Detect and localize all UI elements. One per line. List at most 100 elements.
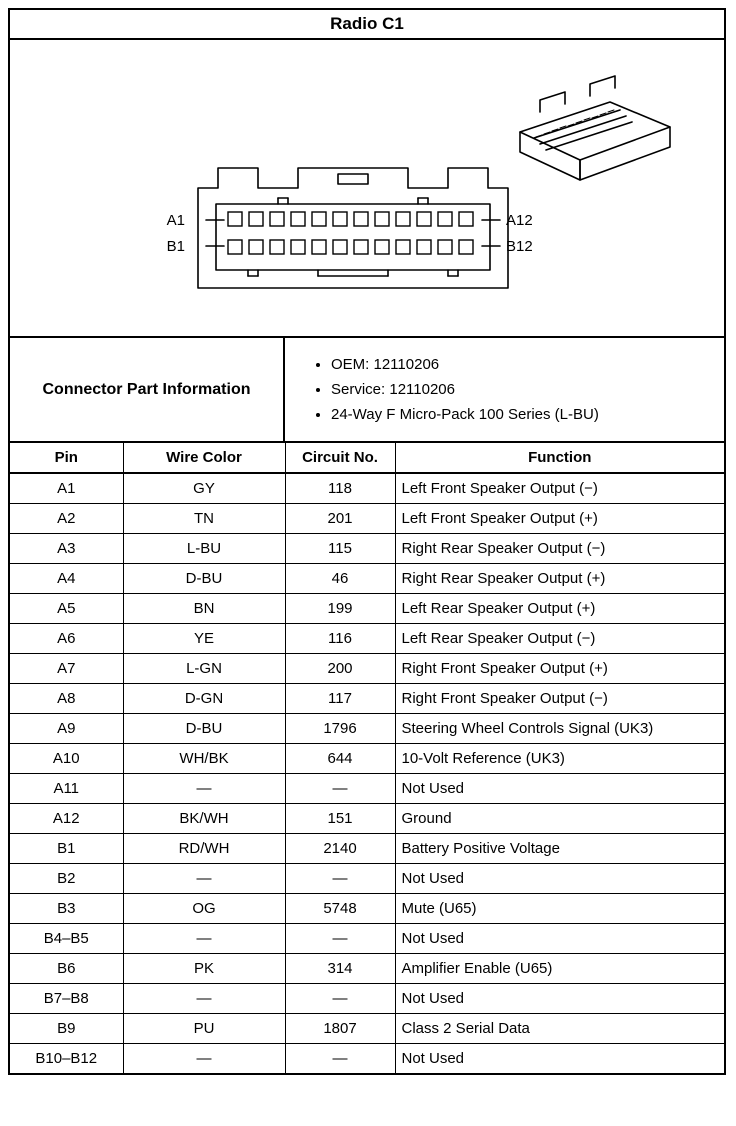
table-cell: — [123,1043,285,1073]
table-cell: A9 [10,713,123,743]
table-cell: Left Rear Speaker Output (+) [395,593,724,623]
table-cell: 199 [285,593,395,623]
table-row: B10–B12——Not Used [10,1043,724,1073]
title: Radio C1 [10,10,724,40]
table-row: A1GY118Left Front Speaker Output (−) [10,473,724,503]
table-row: B1RD/WH2140Battery Positive Voltage [10,833,724,863]
table-cell: PK [123,953,285,983]
table-cell: Not Used [395,983,724,1013]
table-cell: PU [123,1013,285,1043]
table-cell: D-GN [123,683,285,713]
table-cell: A11 [10,773,123,803]
table-row: B6PK314Amplifier Enable (U65) [10,953,724,983]
table-cell: A1 [10,473,123,503]
table-cell: — [123,983,285,1013]
table-cell: 118 [285,473,395,503]
table-cell: WH/BK [123,743,285,773]
connector-info-item: Service: 12110206 [331,377,714,402]
table-cell: — [285,773,395,803]
table-cell: A7 [10,653,123,683]
table-cell: 46 [285,563,395,593]
header-circuit: Circuit No. [285,443,395,473]
table-cell: Battery Positive Voltage [395,833,724,863]
connector-info-label: Connector Part Information [10,338,285,441]
table-cell: Left Front Speaker Output (+) [395,503,724,533]
table-cell: D-BU [123,713,285,743]
table-cell: TN [123,503,285,533]
table-cell: Mute (U65) [395,893,724,923]
label-a12: A12 [506,212,533,229]
table-cell: A8 [10,683,123,713]
table-cell: A10 [10,743,123,773]
table-cell: A4 [10,563,123,593]
table-cell: L-BU [123,533,285,563]
table-cell: Not Used [395,863,724,893]
table-cell: — [123,773,285,803]
table-cell: BN [123,593,285,623]
table-cell: 151 [285,803,395,833]
table-cell: — [285,923,395,953]
connector-info-item: 24-Way F Micro-Pack 100 Series (L-BU) [331,402,714,427]
table-cell: — [285,983,395,1013]
table-cell: B9 [10,1013,123,1043]
table-cell: A3 [10,533,123,563]
table-cell: Amplifier Enable (U65) [395,953,724,983]
table-cell: Class 2 Serial Data [395,1013,724,1043]
connector-info-row: Connector Part Information OEM: 12110206… [10,338,724,443]
table-row: B4–B5——Not Used [10,923,724,953]
table-cell: Not Used [395,773,724,803]
table-cell: Right Front Speaker Output (+) [395,653,724,683]
table-cell: Left Front Speaker Output (−) [395,473,724,503]
table-cell: 2140 [285,833,395,863]
table-row: B7–B8——Not Used [10,983,724,1013]
table-row: A7L-GN200Right Front Speaker Output (+) [10,653,724,683]
table-cell: D-BU [123,563,285,593]
table-cell: B3 [10,893,123,923]
table-cell: 200 [285,653,395,683]
connector-info-content: OEM: 12110206 Service: 12110206 24-Way F… [285,338,724,441]
table-cell: L-GN [123,653,285,683]
label-b12: B12 [506,238,533,255]
table-cell: — [285,1043,395,1073]
label-b1: B1 [167,238,185,255]
table-row: B2——Not Used [10,863,724,893]
table-cell: BK/WH [123,803,285,833]
table-cell: Right Rear Speaker Output (+) [395,563,724,593]
table-cell: Right Rear Speaker Output (−) [395,533,724,563]
table-cell: — [123,863,285,893]
table-row: A8D-GN117Right Front Speaker Output (−) [10,683,724,713]
header-pin: Pin [10,443,123,473]
table-cell: Left Rear Speaker Output (−) [395,623,724,653]
connector-info-item: OEM: 12110206 [331,352,714,377]
table-header-row: Pin Wire Color Circuit No. Function [10,443,724,473]
table-cell: 115 [285,533,395,563]
table-cell: B1 [10,833,123,863]
table-cell: B2 [10,863,123,893]
table-cell: — [285,863,395,893]
table-cell: B4–B5 [10,923,123,953]
table-row: B3OG5748Mute (U65) [10,893,724,923]
table-cell: Steering Wheel Controls Signal (UK3) [395,713,724,743]
table-cell: OG [123,893,285,923]
table-cell: Ground [395,803,724,833]
document-frame: Radio C1 [8,8,726,1075]
connector-diagram: A1 B1 A12 B12 [10,40,724,338]
table-cell: B7–B8 [10,983,123,1013]
table-cell: — [123,923,285,953]
table-row: A10WH/BK64410-Volt Reference (UK3) [10,743,724,773]
table-cell: 116 [285,623,395,653]
header-function: Function [395,443,724,473]
table-row: A3L-BU115Right Rear Speaker Output (−) [10,533,724,563]
table-cell: Not Used [395,1043,724,1073]
table-cell: A6 [10,623,123,653]
header-wire: Wire Color [123,443,285,473]
table-row: A2TN201Left Front Speaker Output (+) [10,503,724,533]
pin-table: Pin Wire Color Circuit No. Function A1GY… [10,443,724,1073]
table-cell: Not Used [395,923,724,953]
table-cell: RD/WH [123,833,285,863]
table-row: B9PU1807Class 2 Serial Data [10,1013,724,1043]
table-row: A6YE116Left Rear Speaker Output (−) [10,623,724,653]
table-row: A4D-BU46Right Rear Speaker Output (+) [10,563,724,593]
table-cell: Right Front Speaker Output (−) [395,683,724,713]
table-row: A12BK/WH151Ground [10,803,724,833]
